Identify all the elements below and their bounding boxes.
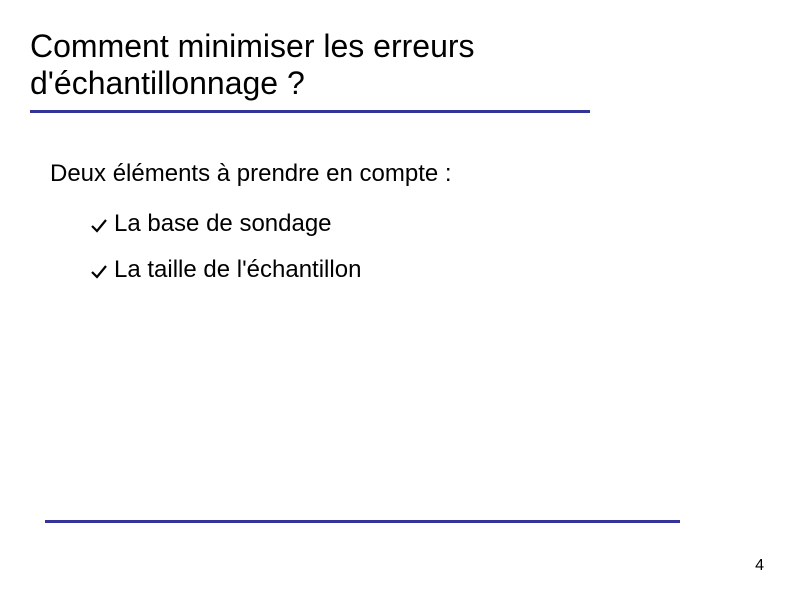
list-item: La base de sondage — [90, 210, 690, 238]
list-item-label: La base de sondage — [114, 210, 332, 237]
check-icon — [90, 214, 108, 232]
list-item-label: La taille de l'échantillon — [114, 256, 361, 283]
title-line-1: Comment minimiser les erreurs — [30, 28, 590, 65]
slide: Comment minimiser les erreurs d'échantil… — [0, 0, 794, 595]
page-number: 4 — [755, 557, 764, 575]
title-line-2: d'échantillonnage ? — [30, 65, 590, 102]
footer-rule — [45, 520, 680, 523]
slide-title: Comment minimiser les erreurs d'échantil… — [30, 28, 590, 102]
bullet-list: La base de sondage La taille de l'échant… — [90, 210, 690, 284]
check-icon — [90, 260, 108, 278]
slide-body: Deux éléments à prendre en compte : La b… — [50, 160, 690, 302]
body-lead: Deux éléments à prendre en compte : — [50, 160, 690, 188]
title-underline — [30, 110, 590, 113]
list-item: La taille de l'échantillon — [90, 256, 690, 284]
